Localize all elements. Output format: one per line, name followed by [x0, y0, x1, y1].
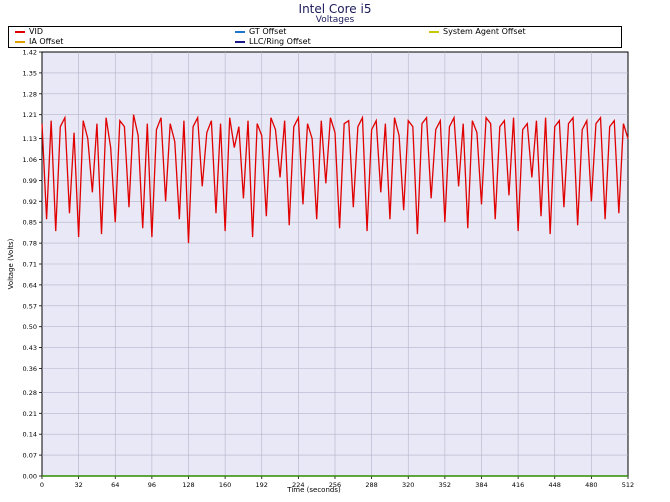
- legend-label-ia-offset: IA Offset: [29, 37, 64, 46]
- x-tick-label: 352: [439, 481, 451, 489]
- y-tick-label: 1.21: [23, 111, 37, 119]
- x-axis-ticks: 0 32 64 96 128 160 192 224 256 288 320 352 384 416 448…: [40, 476, 634, 489]
- chart-legend: VID GT Offset System Agent Offset IA Off…: [8, 26, 622, 48]
- x-tick-label: 256: [329, 481, 341, 489]
- legend-swatch-system-agent-offset: [429, 30, 439, 33]
- legend-item-vid: VID: [15, 27, 43, 37]
- x-tick-label: 160: [219, 481, 231, 489]
- y-tick-label: 0.85: [23, 219, 37, 227]
- x-tick-label: 416: [512, 481, 524, 489]
- y-tick-label: 0.64: [23, 281, 37, 289]
- legend-label-llc-ring-offset: LLC/Ring Offset: [249, 37, 311, 46]
- x-tick-label: 96: [148, 481, 156, 489]
- y-tick-label: 1.13: [23, 135, 37, 143]
- chart-subtitle: Voltages: [315, 15, 355, 25]
- legend-item-ia-offset: IA Offset: [15, 37, 63, 47]
- y-tick-label: 0.78: [23, 240, 37, 248]
- y-axis-label: Voltage (Volts): [7, 238, 15, 289]
- x-tick-label: 288: [365, 481, 377, 489]
- y-axis-ticks: 0.00 0.07 0.14 0.21 0.28 0.36 0.43 0.50 0.57 0.64…: [23, 49, 42, 481]
- y-tick-label: 0.21: [23, 410, 37, 418]
- x-tick-label: 192: [256, 481, 268, 489]
- y-tick-label: 0.71: [23, 261, 37, 269]
- y-tick-label: 0.92: [23, 198, 37, 206]
- legend-label-system-agent-offset: System Agent Offset: [443, 27, 526, 36]
- series-lines: [41, 114, 629, 477]
- legend-item-llc-ring-offset: LLC/Ring Offset: [235, 37, 311, 47]
- y-tick-label: 1.06: [23, 156, 37, 164]
- y-tick-label: 0.00: [23, 473, 37, 481]
- legend-label-vid: VID: [29, 27, 43, 36]
- series-line-vid: [41, 114, 629, 244]
- chart-title: Intel Core i5: [298, 2, 372, 16]
- y-tick-label: 1.28: [23, 90, 37, 98]
- y-tick-label: 0.50: [23, 323, 37, 331]
- y-tick-label: 0.57: [23, 302, 37, 310]
- legend-swatch-gt-offset: [235, 30, 245, 33]
- x-tick-label: 0: [40, 481, 44, 489]
- x-tick-label: 128: [182, 481, 194, 489]
- y-tick-label: 0.07: [23, 452, 37, 460]
- legend-swatch-ia-offset: [15, 40, 25, 43]
- x-tick-label: 384: [475, 481, 487, 489]
- legend-swatch-llc-ring-offset: [235, 40, 245, 43]
- legend-swatch-vid: [15, 30, 25, 33]
- x-tick-label: 64: [111, 481, 119, 489]
- y-tick-label: 1.42: [23, 49, 37, 57]
- x-tick-label: 32: [74, 481, 82, 489]
- x-tick-label: 224: [292, 481, 304, 489]
- y-tick-label: 0.43: [23, 344, 37, 352]
- y-tick-label: 0.14: [23, 431, 37, 439]
- y-tick-label: 0.36: [23, 365, 37, 373]
- legend-item-gt-offset: GT Offset: [235, 27, 286, 37]
- legend-item-system-agent-offset: System Agent Offset: [429, 27, 526, 37]
- y-tick-label: 0.99: [23, 177, 37, 185]
- y-tick-label: 0.28: [23, 389, 37, 397]
- y-tick-label: 1.35: [23, 69, 37, 77]
- x-tick-label: 512: [622, 481, 634, 489]
- x-axis-label: Time (seconds): [286, 486, 341, 494]
- x-tick-label: 320: [402, 481, 414, 489]
- x-tick-label: 448: [549, 481, 561, 489]
- legend-label-gt-offset: GT Offset: [249, 27, 287, 36]
- x-tick-label: 480: [585, 481, 597, 489]
